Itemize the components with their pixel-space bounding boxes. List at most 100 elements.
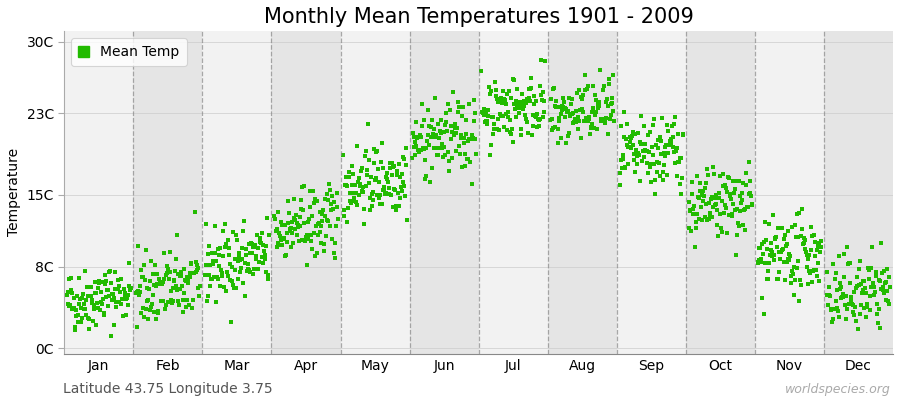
Point — [621, 144, 635, 150]
Point — [257, 256, 272, 262]
Point — [594, 116, 608, 122]
Point — [175, 283, 189, 289]
Point — [782, 251, 796, 257]
Point — [767, 252, 781, 258]
Point — [135, 274, 149, 280]
Point — [186, 270, 201, 276]
Point — [837, 250, 851, 257]
Point — [734, 200, 748, 206]
Point — [691, 216, 706, 222]
Point — [857, 305, 871, 311]
Point — [394, 184, 409, 191]
Point — [364, 203, 379, 210]
Point — [743, 178, 758, 184]
Point — [548, 124, 562, 130]
Point — [682, 208, 697, 214]
Point — [187, 270, 202, 276]
Point — [164, 288, 178, 294]
Point — [588, 111, 602, 118]
Point — [68, 306, 83, 313]
Point — [95, 296, 110, 303]
Point — [436, 141, 450, 147]
Point — [606, 72, 620, 78]
Point — [300, 262, 314, 268]
Point — [580, 83, 595, 90]
Point — [491, 126, 505, 132]
Point — [690, 172, 705, 179]
Point — [719, 185, 733, 191]
Point — [643, 129, 657, 136]
Point — [350, 143, 365, 150]
Point — [171, 298, 185, 304]
Point — [660, 172, 674, 178]
Point — [681, 199, 696, 206]
Point — [728, 252, 742, 258]
Text: worldspecies.org: worldspecies.org — [785, 383, 891, 396]
Point — [61, 289, 76, 296]
Point — [87, 302, 102, 308]
Point — [675, 175, 689, 182]
Point — [648, 191, 662, 197]
Point — [365, 189, 380, 195]
Point — [788, 277, 802, 283]
Point — [296, 220, 310, 226]
Point — [825, 261, 840, 267]
Point — [375, 201, 390, 208]
Point — [297, 182, 311, 189]
Point — [417, 117, 431, 123]
Point — [863, 293, 878, 299]
Point — [595, 117, 609, 123]
Point — [377, 186, 392, 192]
Point — [780, 228, 795, 234]
Point — [218, 243, 232, 250]
Point — [385, 160, 400, 166]
Point — [544, 126, 559, 133]
Point — [122, 260, 137, 266]
Point — [686, 206, 700, 212]
Point — [735, 197, 750, 204]
Point — [166, 276, 181, 283]
Bar — [755, 31, 824, 354]
Point — [483, 91, 498, 97]
Point — [730, 231, 744, 238]
Point — [355, 165, 369, 171]
Point — [238, 293, 252, 299]
Point — [99, 294, 113, 300]
Point — [356, 189, 370, 195]
Point — [316, 206, 330, 213]
Point — [364, 207, 378, 213]
Point — [652, 160, 666, 166]
Point — [591, 105, 606, 111]
Point — [726, 190, 741, 196]
Point — [271, 240, 285, 246]
Point — [60, 292, 75, 298]
Point — [94, 278, 109, 285]
Point — [827, 306, 842, 312]
Point — [509, 105, 524, 111]
Point — [830, 287, 844, 294]
Point — [841, 260, 855, 267]
Bar — [824, 31, 893, 354]
Point — [702, 216, 716, 222]
Point — [112, 289, 127, 296]
Point — [624, 134, 638, 141]
Point — [341, 168, 356, 175]
Point — [131, 243, 146, 250]
Point — [330, 190, 345, 196]
Point — [348, 182, 363, 188]
Point — [866, 283, 880, 290]
Point — [132, 283, 147, 289]
Point — [788, 222, 803, 228]
Point — [555, 104, 570, 110]
Point — [130, 288, 145, 294]
Point — [294, 184, 309, 190]
Point — [244, 239, 258, 246]
Point — [273, 232, 287, 239]
Point — [592, 102, 607, 109]
Point — [663, 137, 678, 144]
Point — [612, 181, 626, 188]
Point — [113, 276, 128, 282]
Point — [411, 147, 426, 154]
Point — [64, 287, 78, 293]
Point — [776, 246, 790, 252]
